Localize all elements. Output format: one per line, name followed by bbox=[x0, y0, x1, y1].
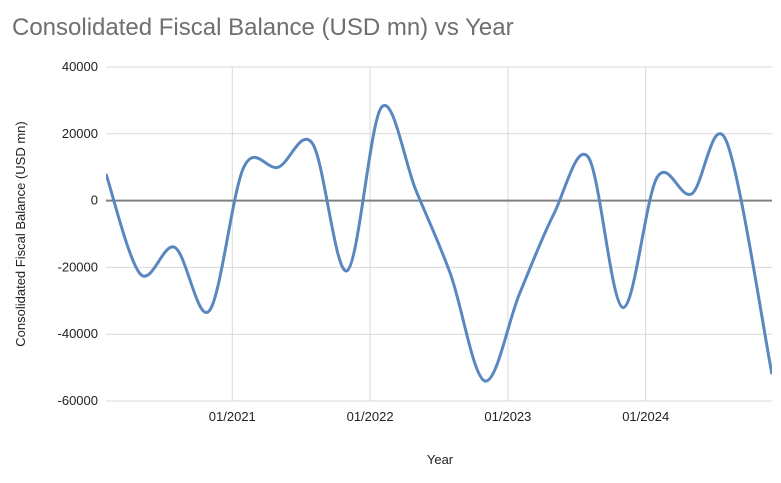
y-tick-label: -60000 bbox=[58, 393, 98, 408]
series-layer bbox=[106, 103, 772, 383]
x-tick-label: 01/2024 bbox=[622, 409, 669, 424]
y-tick-label: 40000 bbox=[62, 59, 98, 74]
x-tick-label: 01/2022 bbox=[347, 409, 394, 424]
x-axis-label: Year bbox=[427, 452, 454, 467]
y-tick-label: -40000 bbox=[58, 326, 98, 341]
x-tick-label: 01/2023 bbox=[484, 409, 531, 424]
y-tick-label: -20000 bbox=[58, 259, 98, 274]
series-line bbox=[106, 103, 772, 383]
x-axis-ticks: 01/2021 01/2022 01/2023 01/2024 bbox=[209, 409, 669, 424]
x-tick-label: 01/2021 bbox=[209, 409, 256, 424]
y-axis-ticks: 40000 20000 0 -20000 -40000 -60000 bbox=[58, 59, 98, 408]
chart-title: Consolidated Fiscal Balance (USD mn) vs … bbox=[12, 14, 514, 41]
y-tick-label: 0 bbox=[91, 193, 98, 208]
grid-lines bbox=[106, 66, 772, 402]
y-axis-label: Consolidated Fiscal Balance (USD mn) bbox=[13, 121, 28, 346]
y-tick-label: 20000 bbox=[62, 126, 98, 141]
